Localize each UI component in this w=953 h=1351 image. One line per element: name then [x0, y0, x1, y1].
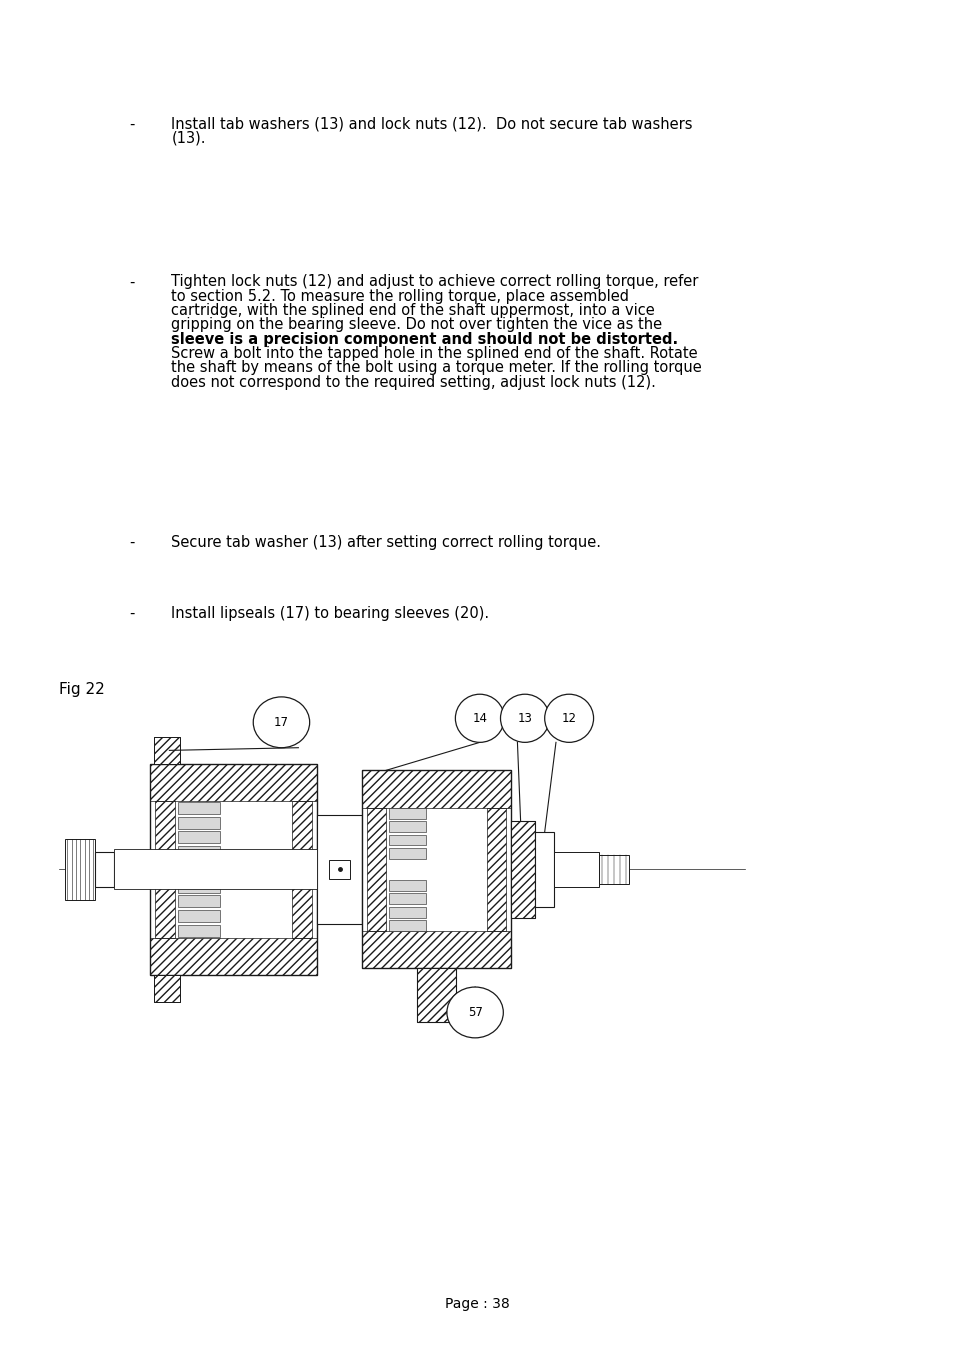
Bar — [178, 896, 220, 908]
Text: Page : 38: Page : 38 — [444, 1297, 509, 1310]
Text: Install lipseals (17) to bearing sleeves (20).: Install lipseals (17) to bearing sleeves… — [172, 607, 489, 621]
Bar — [153, 738, 180, 763]
Bar — [178, 831, 220, 843]
Bar — [367, 808, 385, 931]
Text: Screw a bolt into the tapped hole in the splined end of the shaft. Rotate: Screw a bolt into the tapped hole in the… — [172, 346, 698, 361]
Bar — [65, 839, 95, 900]
Bar — [153, 738, 180, 763]
Bar — [416, 969, 456, 1021]
Ellipse shape — [500, 694, 549, 742]
Text: Tighten lock nuts (12) and adjust to achieve correct rolling torque, refer: Tighten lock nuts (12) and adjust to ach… — [172, 274, 699, 289]
Bar — [388, 821, 426, 832]
Text: does not correspond to the required setting, adjust lock nuts (12).: does not correspond to the required sett… — [172, 374, 656, 389]
Text: Install tab washers (13) and lock nuts (12).  Do not secure tab washers: Install tab washers (13) and lock nuts (… — [172, 116, 692, 131]
Bar — [150, 763, 316, 975]
Bar — [598, 855, 629, 884]
Bar — [388, 920, 426, 931]
Text: (13).: (13). — [172, 131, 206, 146]
Bar — [178, 846, 220, 858]
Bar — [388, 880, 426, 890]
Bar — [178, 925, 220, 936]
Bar — [388, 808, 426, 819]
Bar — [487, 808, 506, 931]
Bar — [178, 802, 220, 813]
Bar — [316, 815, 362, 924]
Text: 14: 14 — [472, 712, 487, 724]
Text: to section 5.2. To measure the rolling torque, place assembled: to section 5.2. To measure the rolling t… — [172, 289, 629, 304]
Bar — [150, 938, 316, 975]
Ellipse shape — [544, 694, 593, 742]
Bar — [114, 850, 316, 889]
Bar — [388, 848, 426, 859]
Bar — [329, 861, 350, 878]
Bar — [554, 852, 598, 886]
Ellipse shape — [455, 694, 504, 742]
Text: Secure tab washer (13) after setting correct rolling torque.: Secure tab washer (13) after setting cor… — [172, 535, 600, 550]
Text: -: - — [129, 274, 134, 289]
Text: gripping on the bearing sleeve. Do not over tighten the vice as the: gripping on the bearing sleeve. Do not o… — [172, 317, 662, 332]
Bar — [153, 975, 180, 1001]
Bar — [362, 770, 510, 808]
Bar — [150, 763, 316, 801]
Bar — [388, 907, 426, 917]
Text: 57: 57 — [467, 1006, 482, 1019]
Text: cartridge, with the splined end of the shaft uppermost, into a vice: cartridge, with the splined end of the s… — [172, 303, 655, 317]
Bar — [362, 770, 510, 969]
Bar — [362, 931, 510, 969]
Text: sleeve is a precision component and should not be distorted.: sleeve is a precision component and shou… — [172, 332, 678, 347]
Bar — [416, 969, 456, 1021]
Text: 17: 17 — [274, 716, 289, 728]
Bar — [388, 835, 426, 846]
Bar — [510, 821, 535, 917]
Bar — [153, 975, 180, 1001]
Text: the shaft by means of the bolt using a torque meter. If the rolling torque: the shaft by means of the bolt using a t… — [172, 361, 701, 376]
Text: 12: 12 — [561, 712, 576, 724]
Text: -: - — [129, 535, 134, 550]
Text: 13: 13 — [517, 712, 532, 724]
Bar — [292, 801, 313, 938]
Bar — [178, 911, 220, 923]
Bar — [178, 816, 220, 828]
Text: -: - — [129, 607, 134, 621]
Bar — [95, 852, 114, 886]
Bar — [154, 801, 175, 938]
Bar — [388, 893, 426, 904]
Ellipse shape — [253, 697, 310, 747]
Bar — [510, 821, 535, 917]
Bar — [178, 881, 220, 893]
Ellipse shape — [446, 988, 503, 1038]
Bar — [535, 832, 554, 907]
Text: Fig 22: Fig 22 — [58, 682, 104, 697]
Text: -: - — [129, 116, 134, 131]
